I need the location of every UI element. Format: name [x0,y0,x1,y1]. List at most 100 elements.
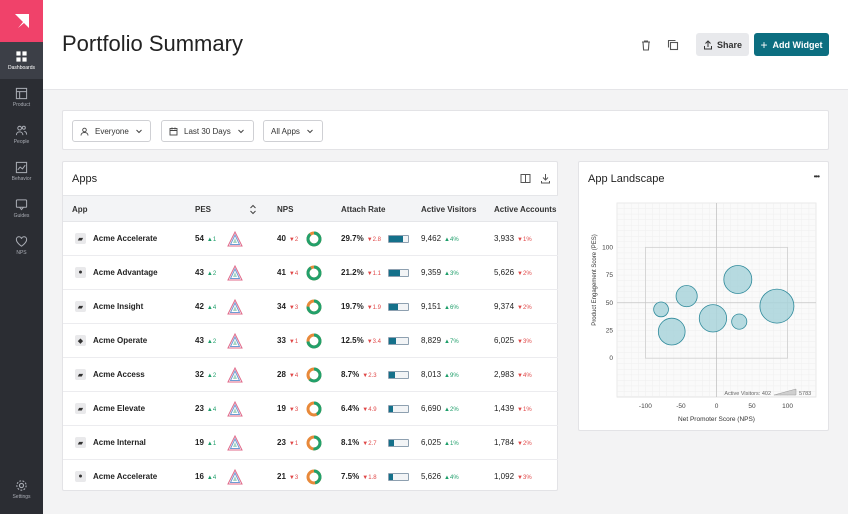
active-accounts-delta-value: 2% [522,271,532,277]
column-header-attach-rate[interactable]: Attach Rate [341,205,386,214]
download-icon[interactable] [540,173,551,184]
sidebar-item-behavior[interactable]: Behavior [0,153,43,190]
active-accounts-delta-value: 2% [522,441,532,447]
attach-rate-bar [388,405,409,413]
app-name[interactable]: Acme Insight [93,302,144,311]
pes-delta: ▲2 [206,339,217,345]
table-row[interactable]: ▰ Acme Insight 42 ▲4 34 ▼3 19.7% ▼1.9 9,151… [63,290,558,324]
pes-value: 43 [195,268,204,277]
column-header-active-accounts[interactable]: Active Accounts [494,205,557,214]
pes-triangle-icon [227,264,243,281]
share-button[interactable]: Share [696,33,749,56]
active-visitors-delta-value: 9% [449,373,459,379]
add-widget-button[interactable]: + Add Widget [754,33,829,56]
pes-delta: ▲4 [206,407,217,413]
date-range-filter[interactable]: Last 30 Days [161,120,254,142]
active-visitors-delta: ▲3% [444,271,459,277]
y-tick-label: 25 [606,327,614,334]
bubble-point [723,265,753,294]
columns-icon[interactable] [520,173,531,184]
pes-triangle-icon [227,468,243,485]
app-name[interactable]: Acme Internal [93,438,146,447]
pes-delta-value: 2 [212,339,217,345]
active-accounts-delta: ▼1% [517,407,532,413]
attach-rate-value: 8.7% [341,370,360,379]
app-name[interactable]: Acme Access [93,370,145,379]
app-name[interactable]: Acme Elevate [93,404,146,413]
sidebar-item-people[interactable]: People [0,116,43,153]
nps-delta: ▼1 [288,441,299,447]
active-accounts-value: 2,983 [494,370,515,379]
app-name[interactable]: Acme Operate [93,336,148,345]
column-header-app[interactable]: App [72,205,88,214]
x-tick-label: 100 [782,403,793,410]
more-options-icon[interactable]: ••• [813,172,820,181]
active-visitors-delta: ▲6% [444,305,459,311]
table-row[interactable]: ◆ Acme Operate 43 ▲2 33 ▼1 12.5% ▼3.4 8,829… [63,324,558,358]
chevron-down-icon [237,129,244,134]
copy-icon[interactable] [666,38,680,52]
page-header: Portfolio Summary Share + Add Widget [43,0,848,90]
column-header-nps[interactable]: NPS [277,205,294,214]
sidebar-item-label: Behavior [11,176,32,182]
web-app-icon: ▰ [75,437,86,448]
apps-filter[interactable]: All Apps [263,120,323,142]
active-accounts-delta: ▼2% [517,305,532,311]
behavior-icon [15,161,28,174]
y-tick-label: 0 [609,355,613,362]
sidebar-item-dashboards[interactable]: Dashboards [0,42,43,79]
x-tick-label: 50 [748,403,756,410]
pes-delta: ▲1 [206,237,217,243]
attach-rate-value: 12.5% [341,336,364,345]
sidebar-item-label: Settings [12,494,31,500]
table-row[interactable]: ● Acme Advantage 43 ▲2 41 ▼4 21.2% ▼1.1 9,3… [63,256,558,290]
sidebar-item-guides[interactable]: Guides [0,190,43,227]
pes-value: 42 [195,302,204,311]
sidebar-item-product[interactable]: Product [0,79,43,116]
table-row[interactable]: ● Acme Accelerate 16 ▲4 21 ▼3 7.5% ▼1.8 5,6… [63,460,558,494]
apps-panel: Apps App PES NPS Attach Rate Active Visi… [62,161,558,491]
user-icon [80,127,89,136]
app-name[interactable]: Acme Accelerate [93,472,158,481]
active-visitors-value: 8,829 [421,336,442,345]
active-visitors-delta-value: 1% [449,441,459,447]
sidebar-item-settings[interactable]: Settings [0,471,43,508]
attach-rate-delta-value: 2.7 [368,441,377,447]
app-name[interactable]: Acme Accelerate [93,234,158,243]
sidebar-item-label: NPS [16,250,27,256]
active-accounts-delta-value: 3% [522,475,532,481]
segment-filter[interactable]: Everyone [72,120,151,142]
y-tick-label: 100 [602,244,613,251]
active-accounts-delta: ▼3% [517,339,532,345]
web-app-icon: ▰ [75,403,86,414]
logo[interactable] [0,0,43,42]
table-row[interactable]: ▰ Acme Internal 19 ▲1 23 ▼1 8.1% ▼2.7 6,025… [63,426,558,460]
pes-value: 43 [195,336,204,345]
gear-icon [16,480,27,491]
trash-icon[interactable] [639,38,653,52]
sidebar-item-label: People [13,139,30,145]
app-name[interactable]: Acme Advantage [93,268,158,277]
bubble-point [759,288,795,324]
active-visitors-delta: ▲9% [444,373,459,379]
sidebar-item-nps[interactable]: NPS [0,227,43,264]
sort-icon[interactable] [249,204,257,215]
chevron-down-icon [307,129,313,134]
landscape-panel: App Landscape ••• -100 -50 0 50 100 0 25 50 75 10… [578,161,829,431]
pes-delta: ▲2 [206,373,217,379]
heart-icon [15,236,28,247]
page-title: Portfolio Summary [62,31,243,56]
table-row[interactable]: ▰ Acme Access 32 ▲2 28 ▼4 8.7% ▼2.3 8,013 ▲9… [63,358,558,392]
column-header-active-visitors[interactable]: Active Visitors [421,205,477,214]
pes-triangle-icon [227,332,243,349]
table-row[interactable]: ▰ Acme Elevate 23 ▲4 19 ▼3 6.4% ▼4.9 6,690 ▲… [63,392,558,426]
active-accounts-delta-value: 1% [522,407,532,413]
column-header-pes[interactable]: PES [195,205,212,214]
nps-delta-value: 4 [294,373,299,379]
table-row[interactable]: ▰ Acme Accelerate 54 ▲1 40 ▼2 29.7% ▼2.8 9,… [63,222,558,256]
active-visitors-delta-value: 2% [449,407,459,413]
sidebar: Dashboards Product People Behavior Guides NPS… [0,0,43,514]
nps-delta: ▼1 [288,339,299,345]
pes-triangle-icon [227,400,243,417]
pes-delta-value: 4 [212,407,217,413]
